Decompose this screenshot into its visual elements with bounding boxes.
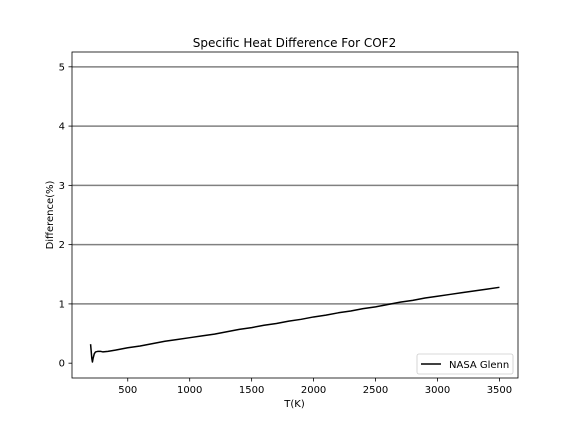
y-tick-label: 4 — [59, 122, 65, 133]
series-line-nasa-glenn — [89, 286, 500, 363]
y-tick-label: 1 — [59, 299, 65, 310]
x-tick-label: 3500 — [487, 385, 512, 396]
series-layer — [89, 286, 500, 363]
x-tick-label: 2500 — [363, 385, 388, 396]
y-tick-label: 2 — [59, 240, 65, 251]
x-axis-label: T(K) — [283, 399, 305, 410]
axes-frame — [71, 51, 519, 379]
legend-label-nasa-glenn: NASA Glenn — [449, 360, 509, 371]
legend-box — [416, 353, 514, 375]
y-tick-label: 3 — [59, 181, 65, 192]
x-tick-label: 3000 — [425, 385, 450, 396]
y-tick-label: 5 — [59, 62, 65, 73]
reference-lines — [72, 66, 518, 305]
x-tick-label: 500 — [118, 385, 137, 396]
y-axis-label: Difference(%) — [45, 180, 56, 249]
x-axis-ticks: 500 1000 1500 2000 2500 3000 3500 — [118, 378, 512, 396]
x-tick-label: 1000 — [177, 385, 202, 396]
x-tick-label: 2000 — [301, 385, 326, 396]
y-tick-label: 0 — [59, 359, 65, 370]
y-axis-ticks: 0 1 2 3 4 5 — [59, 62, 72, 370]
legend: NASA Glenn — [416, 353, 514, 375]
x-tick-label: 1500 — [239, 385, 264, 396]
chart-title: Specific Heat Difference For COF2 — [193, 36, 396, 50]
